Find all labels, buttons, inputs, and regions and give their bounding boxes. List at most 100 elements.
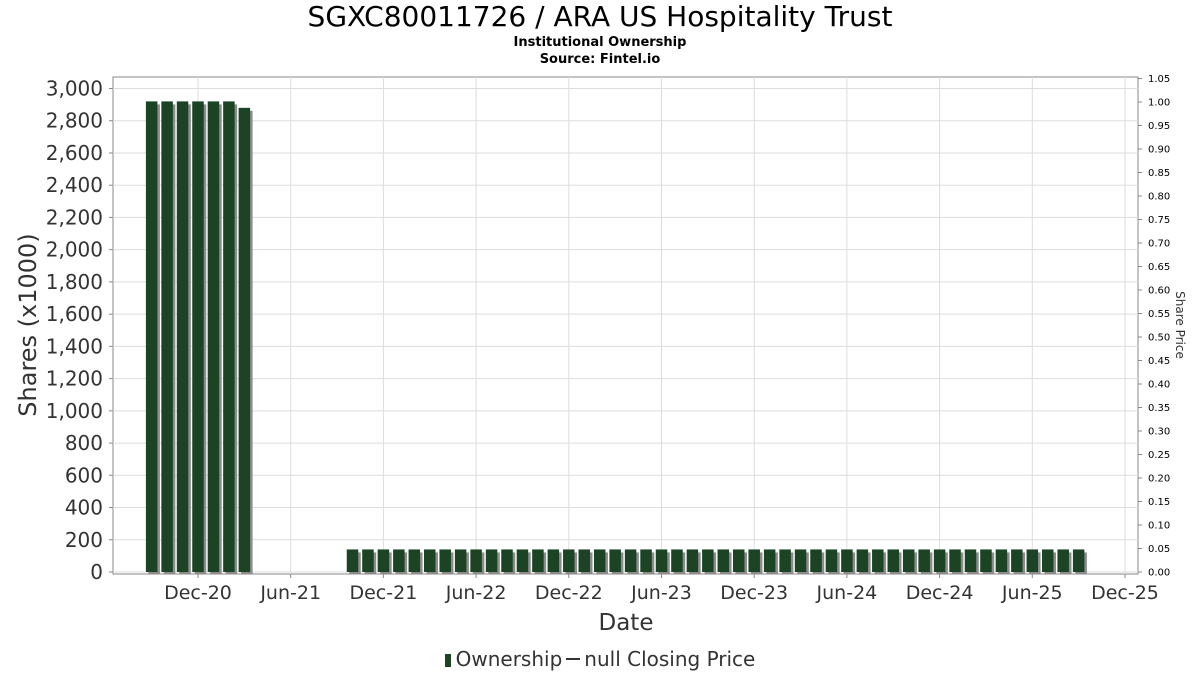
ownership-bar — [223, 101, 235, 572]
ownership-bar — [949, 549, 961, 572]
chart-title: SGXC80011726 / ARA US Hospitality Trust — [307, 0, 893, 33]
x-tick-label: Dec-20 — [164, 582, 232, 604]
x-tick-label: Jun-24 — [816, 582, 878, 604]
ownership-bar — [145, 101, 158, 572]
y2-tick-label: 0.30 — [1148, 427, 1170, 438]
y2-tick-label: 0.85 — [1148, 168, 1170, 179]
y-axis-label: Shares (x1000) — [14, 233, 42, 416]
y-tick-label: 1,600 — [46, 302, 103, 326]
ownership-bar — [346, 549, 359, 572]
y-tick-label: 600 — [65, 463, 103, 487]
ownership-bar — [439, 549, 451, 572]
ownership-bar — [655, 549, 668, 572]
y2-tick-label: 0.35 — [1148, 403, 1170, 414]
ownership-bar — [547, 549, 560, 572]
ownership-bar — [1042, 549, 1054, 572]
y2-tick-label: 0.80 — [1148, 192, 1170, 203]
y-tick-label: 2,600 — [46, 141, 103, 165]
x-tick-label: Dec-25 — [1091, 582, 1159, 604]
y2-tick-label: 0.50 — [1148, 333, 1170, 344]
ownership-bar — [470, 549, 482, 572]
ownership-bar — [609, 549, 621, 572]
ownership-bar — [779, 549, 791, 572]
ownership-bar — [362, 549, 374, 572]
y2-tick-label: 0.15 — [1148, 497, 1170, 508]
x-tick-label: Jun-23 — [630, 582, 692, 604]
y-tick-label: 1,400 — [46, 334, 103, 358]
x-tick-label: Dec-24 — [906, 582, 974, 604]
ownership-bar — [717, 549, 730, 572]
ownership-bar — [686, 549, 699, 572]
ownership-bar — [161, 101, 173, 572]
ownership-bar — [933, 549, 946, 572]
x-tick-label: Dec-21 — [349, 582, 417, 604]
y2-tick-label: 0.70 — [1148, 239, 1170, 250]
ownership-bar — [501, 549, 513, 572]
ownership-bar — [640, 549, 652, 572]
ownership-bar — [516, 549, 529, 572]
x-tick-label: Jun-21 — [259, 582, 321, 604]
ownership-bar — [902, 549, 915, 572]
y-tick-label: 0 — [90, 560, 103, 584]
legend-ownership[interactable]: Ownership — [455, 647, 563, 671]
y2-axis-ticks: 0.00 0.05 0.10 0.15 0.20 0.25 0.30 0.35 0.40 0.45… — [1138, 74, 1170, 579]
x-tick-label: Dec-22 — [535, 582, 603, 604]
y2-tick-label: 0.00 — [1148, 568, 1170, 579]
y2-tick-label: 0.65 — [1148, 262, 1170, 273]
chart-source: Source: Fintel.io — [539, 52, 661, 67]
x-axis-label: Date — [599, 610, 654, 636]
y2-tick-label: 0.45 — [1148, 356, 1170, 367]
y-tick-label: 2,000 — [46, 238, 103, 262]
y-tick-label: 2,200 — [46, 205, 103, 229]
ownership-bar — [578, 549, 590, 572]
y-tick-label: 400 — [65, 496, 103, 520]
ownership-bar — [408, 549, 421, 572]
ownership-bar — [563, 549, 575, 572]
y2-axis-label: Share Price — [1173, 291, 1187, 359]
ownership-bar — [624, 549, 637, 572]
ownership-bar — [964, 549, 977, 572]
x-tick-label: Dec-23 — [720, 582, 788, 604]
y2-tick-label: 1.00 — [1148, 98, 1170, 109]
ownership-bar — [702, 549, 714, 572]
ownership-bar — [192, 101, 204, 572]
ownership-bar — [424, 549, 436, 572]
ownership-bar — [176, 101, 189, 572]
x-axis-ticks: Dec-20 Jun-21 Dec-21 Jun-22 Dec-22 Jun-23 Dec-… — [164, 574, 1159, 604]
y2-tick-label: 0.60 — [1148, 286, 1170, 297]
y2-tick-label: 0.95 — [1148, 121, 1170, 132]
ownership-bar — [825, 549, 838, 572]
y2-tick-label: 0.40 — [1148, 380, 1170, 391]
legend-closing-price[interactable]: null Closing Price — [584, 647, 756, 671]
ownership-bar — [733, 549, 745, 572]
ownership-bar — [980, 549, 992, 572]
ownership-bar — [918, 549, 930, 572]
ownership-bar — [872, 549, 884, 572]
y-tick-label: 1,800 — [46, 270, 103, 294]
closing-price-line-icon — [566, 658, 581, 660]
ownership-chart: 0 200 400 600 800 1,000 1,200 1,400 1,600 1,800 2,… — [14, 74, 1187, 636]
x-tick-label: Jun-22 — [445, 582, 507, 604]
ownership-bar — [207, 101, 220, 572]
y2-tick-label: 0.20 — [1148, 474, 1170, 485]
y2-tick-label: 0.05 — [1148, 544, 1170, 555]
ownership-swatch-icon — [444, 654, 451, 667]
x-tick-label: Jun-25 — [1001, 582, 1063, 604]
ownership-bar — [748, 549, 760, 572]
chart-subtitle: Institutional Ownership — [513, 35, 687, 50]
ownership-bar — [794, 549, 807, 572]
ownership-bar — [1026, 549, 1039, 572]
ownership-bar — [1057, 549, 1069, 572]
y-tick-label: 2,800 — [46, 109, 103, 133]
ownership-bar — [841, 549, 853, 572]
ownership-bar — [485, 549, 498, 572]
ownership-bar — [763, 549, 776, 572]
ownership-bar — [671, 549, 683, 572]
ownership-bar — [856, 549, 869, 572]
y2-tick-label: 0.55 — [1148, 309, 1170, 320]
ownership-bar — [1072, 549, 1085, 572]
ownership-bar — [995, 549, 1008, 572]
ownership-bar — [1011, 549, 1023, 572]
y-tick-label: 1,000 — [46, 399, 103, 423]
ownership-bar — [238, 107, 251, 572]
